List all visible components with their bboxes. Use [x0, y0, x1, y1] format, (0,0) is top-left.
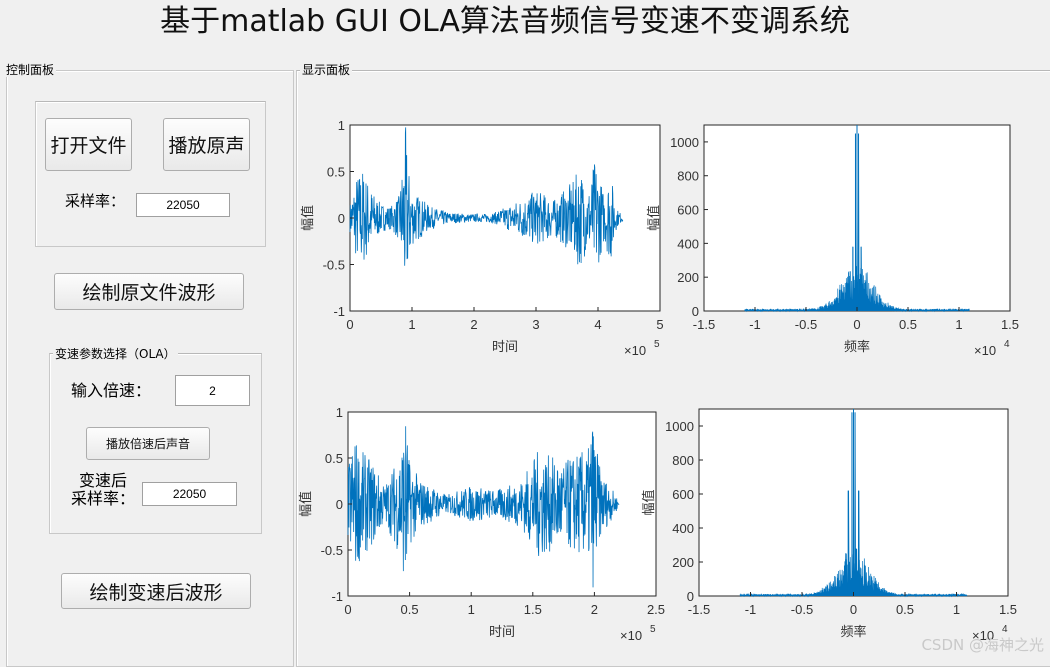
draw-original-waveform-button[interactable]: 绘制原文件波形	[54, 273, 244, 310]
app-title: 基于matlab GUI OLA算法音频信号变速不变调系统	[160, 4, 850, 39]
play-original-button[interactable]: 播放原声	[163, 118, 250, 171]
file-group-box	[35, 101, 266, 247]
new-rate-field[interactable]: 22050	[142, 482, 237, 506]
draw-changed-waveform-button[interactable]: 绘制变速后波形	[61, 573, 251, 609]
play-speed-changed-button[interactable]: 播放倍速后声音	[86, 427, 210, 460]
speed-input[interactable]: 2	[175, 375, 250, 406]
new-rate-label-line2: 采样率：	[71, 489, 136, 508]
sample-rate-field[interactable]: 22050	[136, 193, 230, 217]
sample-rate-label: 采样率：	[65, 192, 126, 210]
display-panel-title: 显示面板	[300, 63, 353, 77]
watermark: CSDN @海神之光	[921, 636, 1044, 654]
new-rate-label-line1: 变速后	[79, 471, 128, 490]
control-panel-title: 控制面板	[4, 63, 57, 77]
speed-label: 输入倍速：	[71, 381, 152, 400]
open-file-button[interactable]: 打开文件	[45, 118, 132, 171]
ola-group-title: 变速参数选择（OLA）	[53, 347, 178, 361]
display-panel	[296, 70, 1050, 667]
